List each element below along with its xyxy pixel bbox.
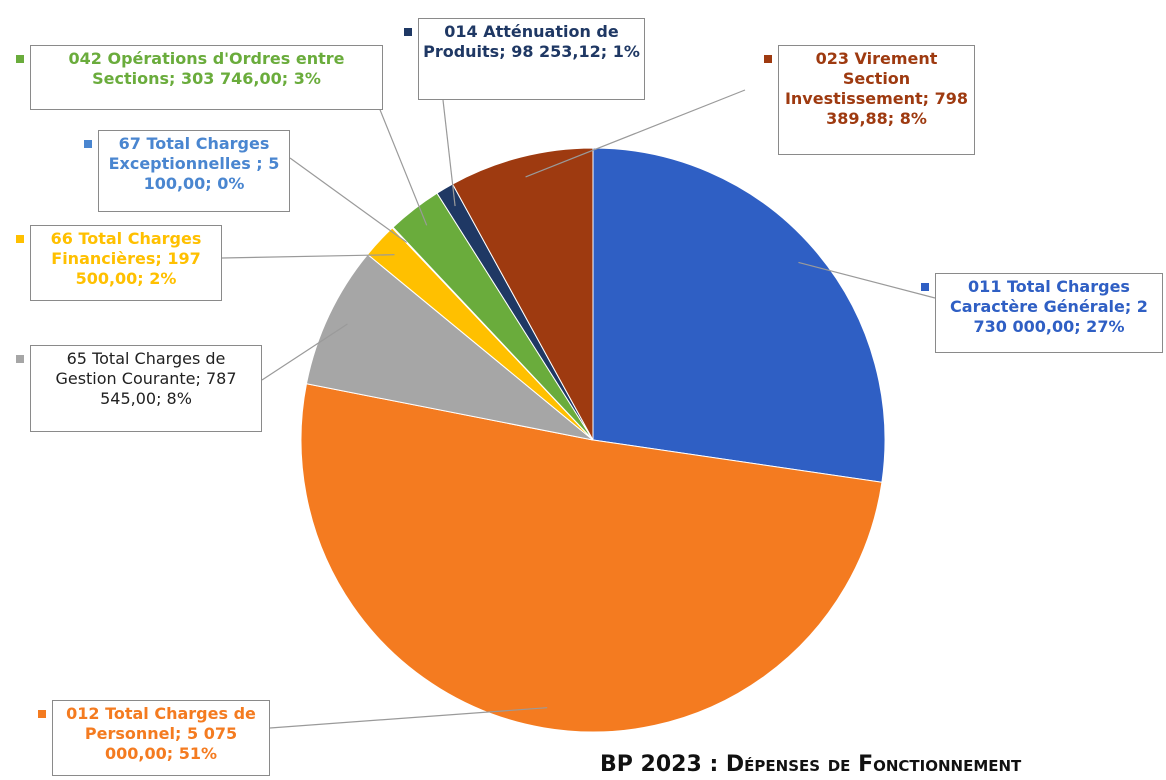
label-marker	[16, 235, 24, 243]
category-label: 011 Total Charges Caractère Générale;	[950, 277, 1132, 316]
value-label: 787 545,00; 8%	[100, 369, 237, 408]
pie-slice	[592, 147, 886, 483]
value-label: 303 746,00; 3%	[181, 69, 321, 88]
label-marker	[921, 283, 929, 291]
label-marker	[16, 355, 24, 363]
chart-title: BP 2023 : Dépenses de Fonctionnement	[600, 752, 1022, 777]
category-label: 012 Total Charges de Personnel;	[66, 704, 256, 743]
label-marker	[16, 55, 24, 63]
pie-slice	[451, 147, 594, 441]
leader-line	[261, 323, 348, 381]
leader-line	[221, 254, 395, 259]
value-label: 197 500,00; 2%	[75, 249, 201, 288]
leader-line	[525, 89, 746, 178]
value-label: 2 730 000,00; 27%	[973, 297, 1148, 336]
leader-line	[442, 99, 456, 207]
leader-line	[269, 707, 548, 729]
category-label: 023 Virement Section Investissement;	[784, 49, 938, 108]
leader-line	[289, 157, 408, 243]
label-marker	[764, 55, 772, 63]
label-marker	[84, 140, 92, 148]
category-label: 66 Total Charges Financières;	[50, 229, 202, 268]
label-marker	[404, 28, 412, 36]
category-label: 014 Atténuation de Produits;	[423, 22, 619, 61]
data-label: 012 Total Charges de Personnel; 5 075 00…	[52, 700, 270, 776]
value-label: 98 253,12; 1%	[511, 42, 640, 61]
pie-slice	[305, 253, 594, 441]
data-label: 014 Atténuation de Produits; 98 253,12; …	[418, 18, 645, 100]
data-label: 65 Total Charges de Gestion Courante; 78…	[30, 345, 262, 432]
data-label: 66 Total Charges Financières; 197 500,00…	[30, 225, 222, 301]
value-label: 5 075 000,00; 51%	[104, 724, 238, 763]
label-marker	[38, 710, 46, 718]
pie-slice	[300, 383, 883, 733]
category-label: 67 Total Charges Exceptionnelles ;	[108, 134, 270, 173]
data-label: 023 Virement Section Investissement; 798…	[778, 45, 975, 155]
category-label: 042 Opérations d'Ordres entre Sections;	[68, 49, 345, 88]
data-label: 042 Opérations d'Ordres entre Sections; …	[30, 45, 383, 110]
value-label: 798 389,88; 8%	[826, 89, 969, 128]
category-label: 65 Total Charges de Gestion Courante;	[55, 349, 226, 388]
value-label: 5 100,00; 0%	[143, 154, 280, 193]
data-label: 67 Total Charges Exceptionnelles ; 5 100…	[98, 130, 290, 212]
leader-line	[798, 261, 936, 299]
data-label: 011 Total Charges Caractère Générale; 2 …	[935, 273, 1163, 353]
